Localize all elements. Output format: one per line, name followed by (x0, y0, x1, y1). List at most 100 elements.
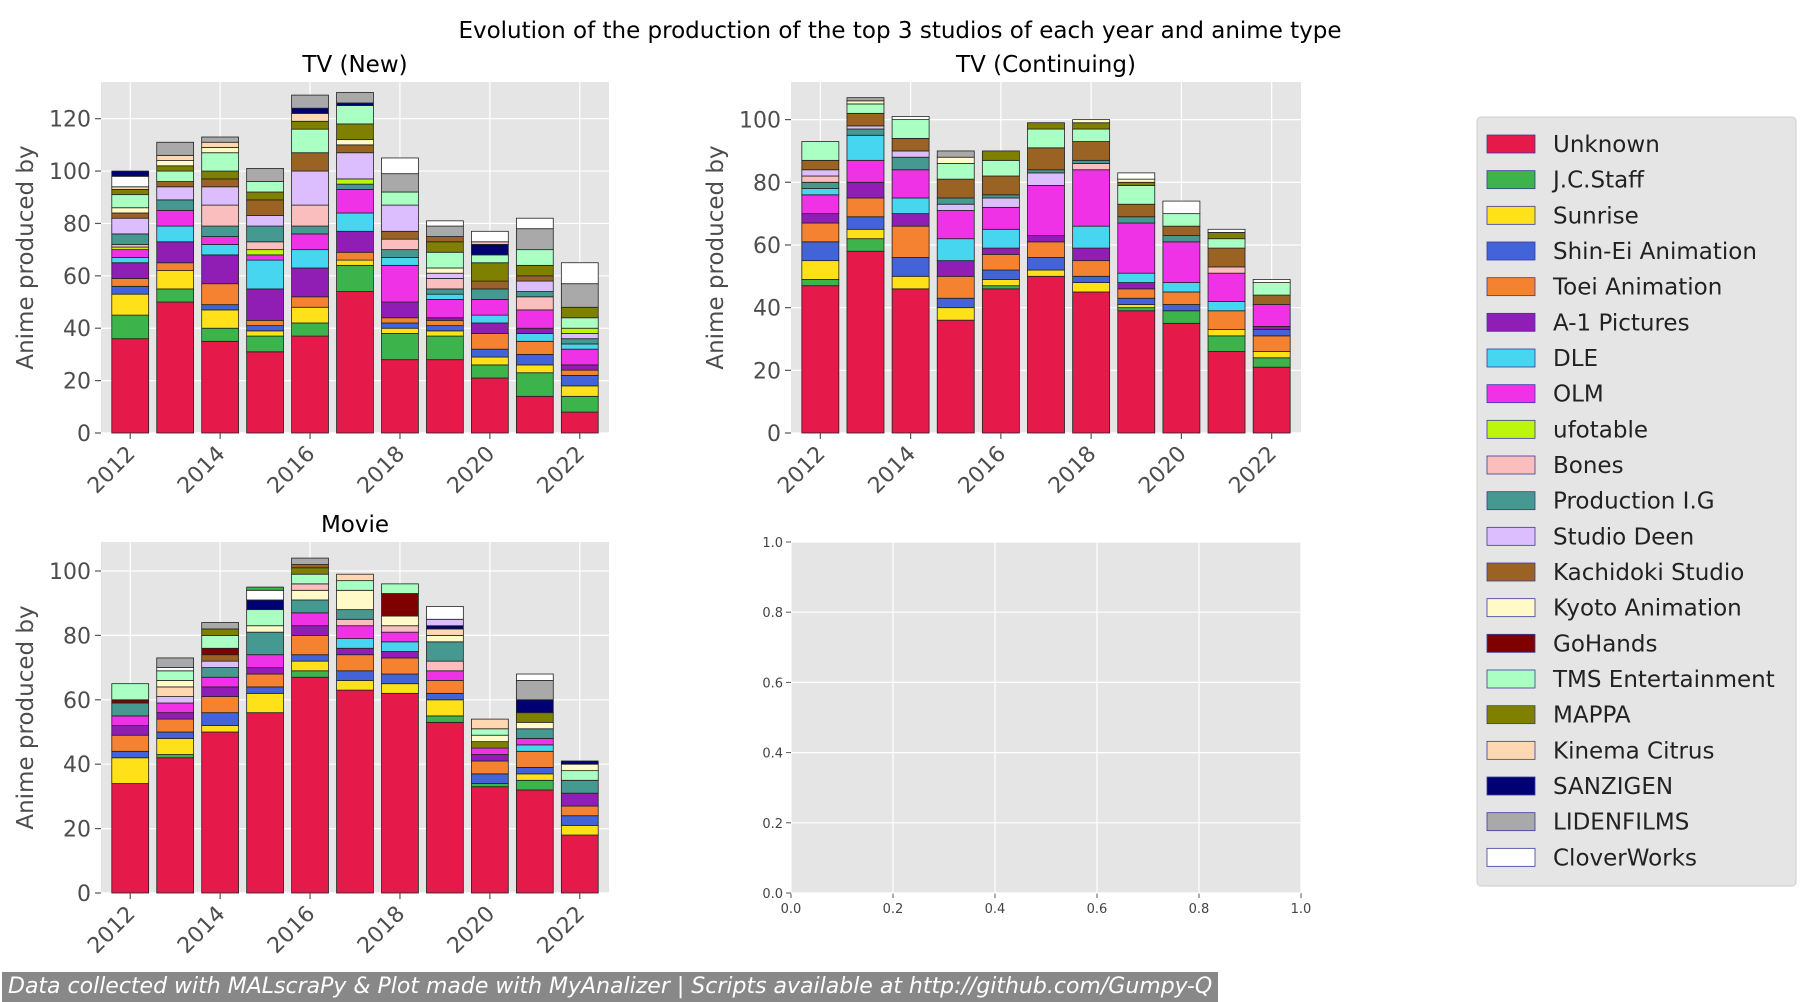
bar-segment (846, 97, 885, 102)
bar-segment (291, 557, 329, 565)
bar-segment (381, 264, 419, 303)
bar-segment (111, 683, 150, 701)
bar-segment (846, 216, 885, 230)
legend-label: Bones (1553, 453, 1624, 479)
legend-swatch (1486, 598, 1536, 618)
bar-segment (981, 150, 1020, 161)
legend-label: Unknown (1553, 132, 1660, 158)
x-tick-label: 0.0 (781, 902, 802, 917)
bar-segment (336, 230, 374, 253)
y-tick-label: 0 (767, 422, 781, 447)
y-tick-label: 20 (63, 370, 91, 395)
bar-segment (560, 306, 599, 319)
bar-segment (560, 364, 599, 371)
bar-segment (246, 712, 284, 894)
bar-segment (560, 343, 599, 350)
bar-segment (1027, 269, 1065, 277)
bar-segment (846, 134, 885, 161)
bar-segment (426, 680, 464, 694)
bar-segment (1252, 282, 1291, 296)
bar-segment (560, 770, 599, 781)
bar-segment (936, 210, 975, 240)
bar-segment (291, 120, 329, 130)
bar-segment (936, 150, 975, 158)
bar-segment (291, 564, 329, 569)
legend-label: J.C.Staff (1551, 168, 1645, 194)
bar-segment (291, 225, 329, 235)
bar-segment (1117, 203, 1156, 218)
bar-segment (246, 586, 284, 591)
legend-swatch (1486, 205, 1536, 225)
bar-segment (1252, 304, 1291, 327)
legend-swatch (1486, 491, 1536, 511)
bar-segment (1027, 128, 1065, 149)
bar-segment (1072, 128, 1111, 142)
bar-segment (291, 107, 329, 114)
bar-segment (891, 275, 930, 290)
bar-segment (111, 757, 150, 784)
bar-segment (560, 824, 599, 836)
y-tick-label: 0 (77, 422, 91, 447)
bar-segment (201, 634, 239, 649)
bar-segment (846, 238, 885, 252)
bar-segment (515, 744, 554, 752)
legend-entry: ufotable (1486, 417, 1648, 443)
bar-segment (1252, 335, 1291, 352)
bar-segment (111, 699, 150, 704)
legend-entry: DLE (1486, 346, 1598, 372)
bar-segment (111, 194, 150, 209)
bar-segment (1162, 310, 1201, 324)
bar-segment (515, 789, 554, 894)
bar-segment (1207, 335, 1246, 352)
legend: Unknown J.C.Staff Sunrise Shin-Ei Animation… (1476, 116, 1797, 887)
bar-segment (515, 721, 554, 730)
y-tick-label: 40 (753, 297, 781, 322)
bar-segment (1027, 172, 1065, 186)
bar-segment (291, 306, 329, 324)
x-tick-label: 0.2 (883, 902, 904, 917)
bar-segment (381, 238, 419, 251)
bar-segment (156, 686, 195, 697)
x-tick-label: 0.6 (1087, 902, 1108, 917)
legend-label: CloverWorks (1553, 845, 1697, 871)
bar-segment (801, 279, 840, 287)
bar-segment (201, 647, 239, 656)
x-tick-label: 2018 (353, 442, 410, 499)
bar-segment (471, 314, 509, 324)
bar-segment (471, 333, 509, 350)
bar-segment (336, 92, 374, 104)
bar-segment (426, 359, 464, 434)
bar-segment (801, 141, 840, 161)
bar-segment (891, 288, 930, 434)
bar-segment (246, 625, 284, 633)
y-tick-label: 0.2 (762, 817, 783, 832)
y-axis-label: Anime produced by (703, 145, 729, 369)
bar-segment (291, 335, 329, 434)
bar-segment (156, 181, 195, 188)
bar-segment (381, 249, 419, 258)
bar-segment (1072, 291, 1111, 434)
chart-title: TV (Continuing) (955, 52, 1136, 78)
legend-swatch (1486, 740, 1536, 760)
x-tick-label: 1.0 (1291, 902, 1312, 917)
bar-segment (936, 156, 975, 164)
bar-segment (426, 699, 464, 717)
legend-entry: Toei Animation (1486, 275, 1722, 301)
legend-label: Sunrise (1553, 203, 1639, 229)
bar-segment (981, 288, 1020, 434)
bar-segment (426, 692, 464, 701)
bar-segment (156, 165, 195, 172)
bar-segment (201, 236, 239, 245)
bar-segment (471, 718, 509, 730)
bar-segment (156, 657, 195, 668)
bar-segment (381, 593, 419, 617)
bar-segment (111, 338, 150, 434)
bar-segment (111, 715, 150, 726)
bar-segment (246, 199, 284, 216)
bar-segment (891, 257, 930, 277)
bar-segment (1072, 275, 1111, 283)
bar-segment (801, 169, 840, 177)
bar-segment (156, 160, 195, 167)
legend-swatch (1486, 348, 1536, 368)
y-tick-label: 0.0 (762, 887, 783, 902)
